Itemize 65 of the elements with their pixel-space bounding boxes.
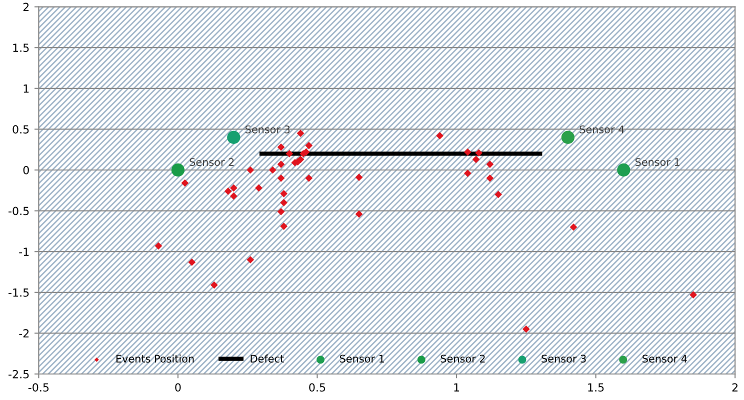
point <box>561 130 575 144</box>
legend-label: Defect <box>250 354 284 363</box>
y-tick-label: -0.5 <box>8 206 29 216</box>
point <box>464 148 472 156</box>
point <box>277 143 285 151</box>
point <box>171 163 185 177</box>
point <box>277 208 285 216</box>
legend-label: Sensor 3 <box>542 354 586 363</box>
x-tick-label: 0 <box>175 383 181 392</box>
point <box>154 242 162 250</box>
point <box>472 156 480 164</box>
point <box>280 190 288 198</box>
point <box>486 160 494 168</box>
point <box>286 150 294 158</box>
annotation: Sensor 2 <box>190 158 234 166</box>
y-tick-label: -1 <box>19 248 29 256</box>
point <box>210 281 218 289</box>
legend-label: Sensor 1 <box>340 354 384 363</box>
point <box>617 163 630 177</box>
point <box>255 184 262 192</box>
point <box>296 130 304 137</box>
legend-label: Sensor 4 <box>642 354 687 363</box>
point <box>486 174 494 182</box>
y-tick-label: 2 <box>23 2 29 12</box>
point <box>280 198 288 206</box>
point <box>464 170 472 177</box>
x-tick-label: 1.5 <box>588 383 604 392</box>
point <box>305 174 313 182</box>
point <box>305 142 313 150</box>
annotation: Sensor 4 <box>580 125 624 134</box>
point <box>570 223 578 231</box>
y-tick-label: 1.5 <box>13 44 29 52</box>
point <box>690 291 697 299</box>
y-tick-label: -2 <box>19 329 29 338</box>
point <box>230 192 238 200</box>
y-tick-label: -1.5 <box>8 288 29 297</box>
point <box>436 132 444 140</box>
point <box>269 166 276 174</box>
annotation: Sensor 1 <box>635 158 680 166</box>
point <box>494 190 502 198</box>
y-tick-label: -2.5 <box>8 370 29 378</box>
y-tick-label: 0 <box>23 166 29 174</box>
point <box>355 210 363 218</box>
y-tick-label: 0.5 <box>12 125 29 134</box>
point <box>296 156 304 164</box>
point <box>355 174 363 182</box>
y-tick-label: 1 <box>24 84 29 93</box>
point <box>246 256 254 264</box>
x-tick-label: 2 <box>732 383 738 392</box>
point <box>277 160 285 168</box>
legend-label: Sensor 2 <box>440 354 485 363</box>
point <box>280 222 288 230</box>
annotation: Sensor 3 <box>245 125 290 134</box>
point <box>230 184 238 192</box>
point <box>246 166 254 174</box>
point <box>188 258 196 266</box>
point <box>224 188 232 195</box>
point <box>277 174 285 182</box>
x-tick-label: 0.5 <box>309 383 326 392</box>
point <box>475 149 482 157</box>
point <box>181 179 189 187</box>
x-tick-label: 1 <box>454 383 460 392</box>
point <box>227 130 240 144</box>
legend-label: Events Position <box>116 354 194 363</box>
point <box>522 325 530 333</box>
